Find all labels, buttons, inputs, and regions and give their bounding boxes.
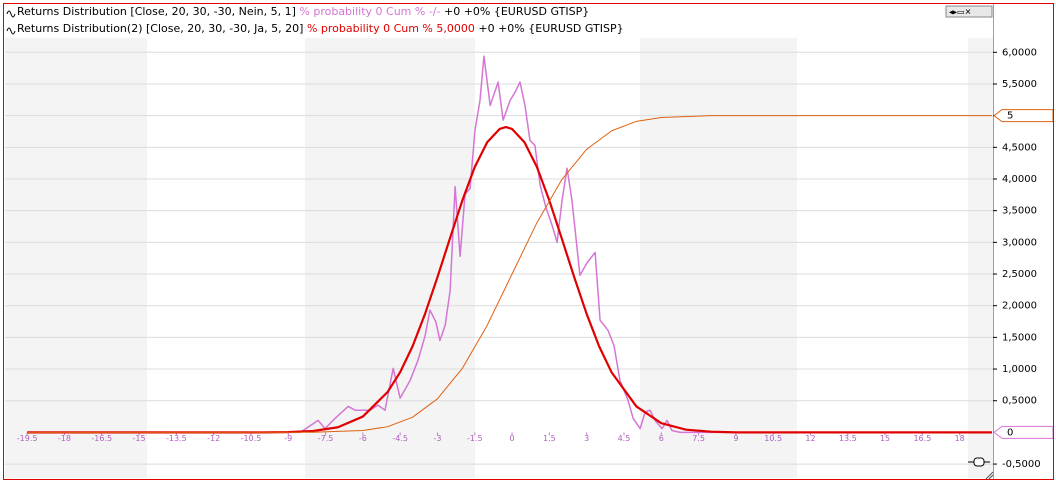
indicator-stat: % probability 0 Cum % -/- [299, 5, 440, 18]
indicator-suffix: +0 +0% {EURUSD GTISP} [478, 22, 623, 35]
y-tick-label: 2,5000 [1002, 269, 1037, 280]
last-value-marker [993, 109, 1054, 123]
indicator-icon [6, 27, 16, 35]
resize-grip[interactable] [985, 471, 994, 480]
x-tick-label: -7.5 [318, 434, 334, 443]
window-buttons[interactable]: ◂▸▭✕ [945, 5, 993, 18]
y-tick-label: 0,5000 [1002, 396, 1037, 407]
y-tick-label: 1,0000 [1002, 364, 1037, 375]
x-tick-label: 10.5 [764, 434, 782, 443]
plot [27, 55, 993, 434]
x-tick-label: -18 [58, 434, 71, 443]
indicator-stat: % probability 0 Cum % 5,0000 [307, 22, 475, 35]
scale-handle[interactable] [968, 457, 994, 480]
band [968, 38, 993, 478]
x-tick-label: -19.5 [17, 434, 38, 443]
last-value-label: 0 [1007, 427, 1013, 438]
x-tick-label: -16.5 [91, 434, 112, 443]
indicator-icon [6, 10, 16, 18]
band [5, 38, 147, 478]
x-tick-label: 0 [510, 434, 515, 443]
x-tick-label: -4.5 [392, 434, 408, 443]
series-line [27, 55, 993, 434]
x-tick-label: -13.5 [166, 434, 187, 443]
frame [3, 3, 1054, 480]
x-tick-label: 18 [955, 434, 965, 443]
button-bar[interactable] [945, 5, 993, 18]
x-tick-label: 15 [880, 434, 890, 443]
y-tick-label: 3,0000 [1002, 237, 1037, 248]
axis: -0,5000 0,5000 1,0000 1,5000 2,0000 2,5000 3,0… [17, 47, 1054, 470]
indicator-suffix: +0 +0% {EURUSD GTISP} [444, 5, 589, 18]
y-tick-label: 6,0000 [1002, 47, 1037, 58]
x-tick-label: 6 [659, 434, 664, 443]
last-value-marker [993, 425, 1054, 439]
x-tick-label: -3 [433, 434, 441, 443]
x-tick-label: 9 [733, 434, 738, 443]
y-tick-label: 5,5000 [1002, 79, 1037, 90]
grid [5, 51, 993, 465]
x-tick-label: -10.5 [241, 434, 262, 443]
x-tick-label: -1.5 [467, 434, 483, 443]
y-tick-label: -0,5000 [1002, 459, 1041, 470]
x-tick-label: 4.5 [618, 434, 631, 443]
header-line: Returns Distribution(2) [Close, 20, 30, … [17, 22, 624, 35]
y-tick-label: 4,5000 [1002, 142, 1037, 153]
y-tick-label: 3,5000 [1002, 206, 1037, 217]
x-tick-label: 16.5 [913, 434, 931, 443]
series-line [27, 125, 993, 434]
x-tick-label: -6 [359, 434, 367, 443]
x-tick-label: 13.5 [839, 434, 857, 443]
x-tick-label: -12 [207, 434, 220, 443]
x-tick-label: 7.5 [692, 434, 705, 443]
header: Returns Distribution [Close, 20, 30, -30… [6, 5, 624, 35]
indicator-name: Returns Distribution [Close, 20, 30, -30… [17, 5, 296, 18]
x-tick-label: -15 [132, 434, 145, 443]
y-tick-label: 2,0000 [1002, 301, 1037, 312]
band [640, 38, 797, 478]
x-tick-label: 1.5 [543, 434, 556, 443]
band [305, 38, 475, 478]
y-tick-label: 1,5000 [1002, 332, 1037, 343]
handle-knob[interactable] [973, 457, 985, 467]
x-tick-label: 3 [584, 434, 589, 443]
indicator-name: Returns Distribution(2) [Close, 20, 30, … [17, 22, 303, 35]
y-tick-label: 4,0000 [1002, 174, 1037, 185]
x-tick-label: -9 [284, 434, 292, 443]
x-tick-label: 12 [805, 434, 815, 443]
header-line: Returns Distribution [Close, 20, 30, -30… [17, 5, 589, 18]
button-icons[interactable]: ◂▸▭✕ [949, 8, 971, 17]
time-bands [5, 38, 993, 478]
series-line [27, 115, 993, 433]
last-value-label: 5 [1007, 111, 1013, 122]
